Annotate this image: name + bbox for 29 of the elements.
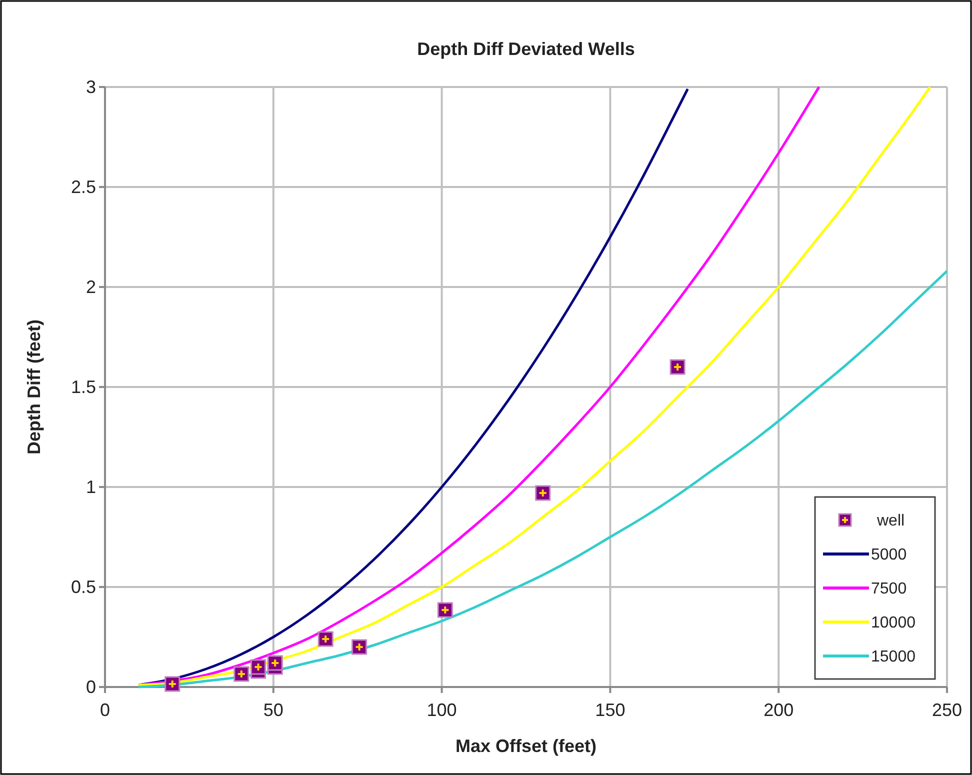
point bbox=[164, 676, 180, 692]
point bbox=[250, 659, 266, 675]
y-tick-label: 0 bbox=[86, 676, 96, 697]
y-tick-label: 0.5 bbox=[70, 576, 96, 597]
chart-title: Depth Diff Deviated Wells bbox=[417, 39, 635, 59]
legend-label: 10000 bbox=[871, 614, 916, 632]
legend-label: 7500 bbox=[871, 580, 907, 598]
point bbox=[234, 666, 250, 682]
point bbox=[318, 631, 334, 647]
x-tick-label: 100 bbox=[426, 700, 457, 720]
legend-label: 5000 bbox=[871, 546, 907, 564]
legend-label: 15000 bbox=[871, 648, 916, 666]
point bbox=[437, 602, 453, 618]
y-tick-label: 1.5 bbox=[70, 376, 96, 397]
y-tick-label: 2 bbox=[86, 276, 96, 297]
point bbox=[535, 485, 551, 501]
x-tick-label: 50 bbox=[263, 700, 284, 720]
y-axis-title: Depth Diff (feet) bbox=[24, 320, 44, 454]
x-tick-label: 250 bbox=[932, 700, 962, 720]
y-tick-label: 3 bbox=[86, 76, 96, 97]
y-tick-label: 2.5 bbox=[70, 176, 96, 197]
x-tick-label: 0 bbox=[100, 700, 110, 720]
point bbox=[670, 359, 686, 375]
x-axis-title: Max Offset (feet) bbox=[455, 736, 597, 756]
legend-label: well bbox=[876, 512, 905, 530]
x-tick-label: 150 bbox=[595, 700, 626, 720]
y-tick-label: 1 bbox=[86, 476, 96, 497]
point bbox=[352, 639, 368, 655]
x-tick-label: 200 bbox=[764, 700, 794, 720]
